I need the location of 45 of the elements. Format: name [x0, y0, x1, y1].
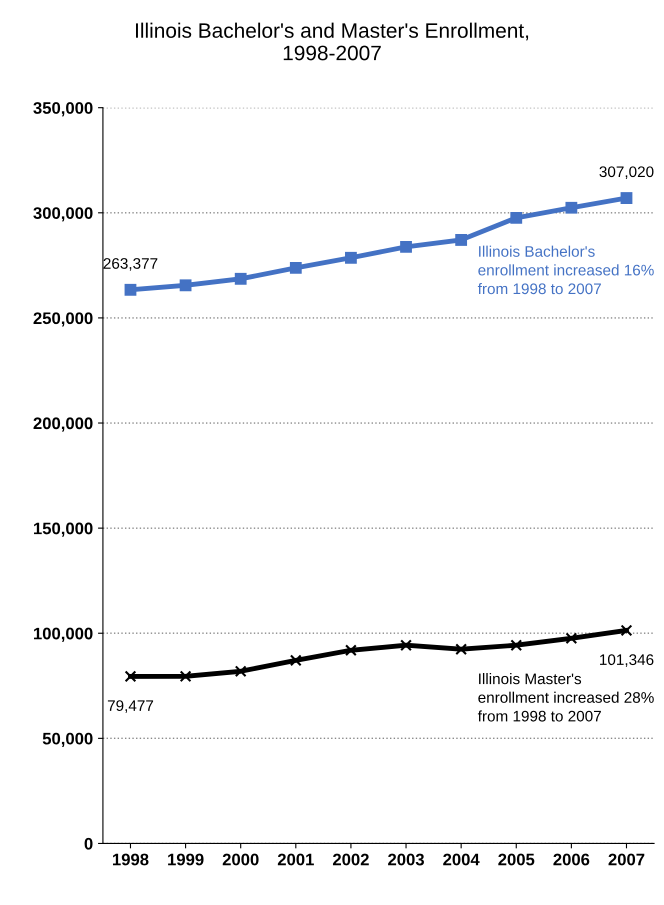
- x-tick-label: 2007: [608, 854, 644, 866]
- point: [620, 192, 632, 204]
- chart-title: Illinois Bachelor's and Master's Enrollment, 1998-2007: [136, 22, 528, 60]
- point: [124, 284, 136, 296]
- x-tick-label: 2001: [278, 854, 314, 866]
- x-tick-label: 1998: [112, 854, 149, 866]
- point: [290, 654, 302, 666]
- point: [290, 262, 302, 274]
- y-tick-label: 200,000: [34, 417, 93, 432]
- y-tick-label: 100,000: [34, 628, 93, 642]
- y-tick-label: 350,000: [33, 102, 93, 116]
- annotation: Illinois Master's enrollment increased 28% from 1998 to 2007: [478, 673, 654, 722]
- x-tick-label: 2005: [498, 854, 534, 866]
- point: [180, 279, 192, 292]
- x-tick-label: 2006: [553, 854, 590, 866]
- data-label: 307,020: [599, 166, 654, 179]
- point: [345, 644, 357, 656]
- point: [510, 212, 522, 224]
- point: [180, 670, 192, 682]
- point: [400, 240, 412, 253]
- y-tick-label: 50,000: [42, 732, 93, 747]
- y-tick-label: 250,000: [34, 312, 93, 327]
- point: [345, 252, 357, 264]
- y-tick-label: 300,000: [33, 207, 93, 222]
- y-tick-label: 0: [84, 838, 93, 850]
- x-tick-label: 2003: [388, 854, 424, 866]
- data-label: 101,346: [600, 654, 654, 667]
- x-tick-label: 2004: [443, 854, 480, 866]
- data-label: 79,477: [108, 700, 154, 713]
- y-tick-label: 150,000: [34, 522, 93, 537]
- point: [234, 665, 247, 678]
- x-tick-label: 1999: [168, 854, 204, 866]
- data-label: 263,377: [104, 258, 158, 271]
- x-tick-label: 2000: [222, 854, 259, 866]
- point: [124, 670, 136, 682]
- x-tick-label: 2002: [332, 854, 369, 866]
- point: [565, 632, 578, 644]
- point: [400, 639, 412, 652]
- point: [510, 639, 522, 652]
- point: [234, 272, 247, 285]
- point: [455, 234, 468, 246]
- point: [620, 624, 632, 636]
- annotation: Illinois Bachelor's enrollment increased 16% from 1998 to 2007: [478, 246, 654, 294]
- point: [455, 643, 468, 656]
- point: [565, 202, 578, 214]
